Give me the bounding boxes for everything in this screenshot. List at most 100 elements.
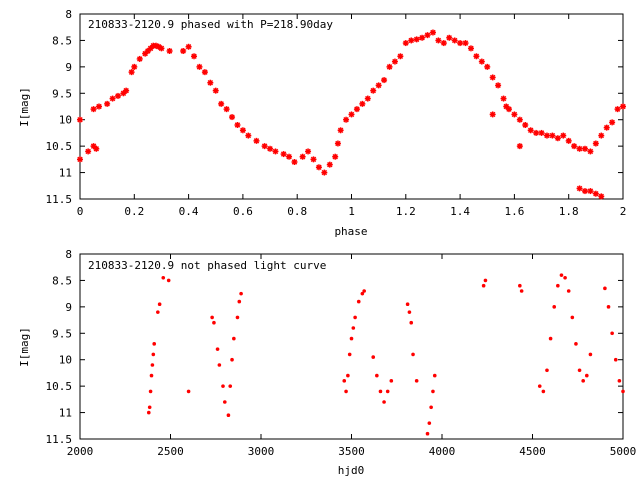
data-point [522, 122, 529, 128]
data-point [151, 352, 156, 357]
data-point [429, 405, 433, 410]
data-point [210, 315, 214, 320]
data-point [232, 336, 236, 341]
data-point [543, 132, 550, 139]
data-point [185, 43, 192, 50]
data-point [606, 305, 611, 309]
data-point [362, 289, 366, 293]
data-point [115, 92, 122, 99]
data-point [90, 106, 97, 113]
data-point [351, 326, 356, 330]
data-point [196, 63, 203, 70]
data-point [109, 95, 116, 102]
data-point [353, 315, 357, 320]
data-point [408, 37, 415, 44]
data-point [570, 315, 575, 320]
data-point [217, 363, 222, 367]
x-tick-label: 2000 [67, 445, 94, 458]
data-point [431, 389, 435, 394]
x-tick-label: 1.6 [504, 205, 524, 218]
x-tick-label: 1.4 [450, 205, 470, 218]
data-point [332, 153, 339, 160]
data-point [344, 389, 348, 394]
data-point [552, 305, 557, 309]
data-point [267, 145, 274, 152]
data-point [592, 190, 599, 197]
data-point [353, 106, 360, 113]
data-point [166, 48, 173, 54]
data-point [229, 114, 236, 121]
data-point [286, 153, 293, 160]
data-point [253, 137, 260, 144]
data-point [554, 135, 561, 142]
data-point [598, 193, 605, 200]
data-point [207, 79, 214, 86]
data-point [457, 40, 464, 47]
data-point [239, 127, 246, 134]
data-point [146, 410, 151, 415]
data-point [574, 342, 578, 346]
data-point [378, 389, 383, 394]
data-point [136, 55, 143, 62]
data-point [166, 278, 171, 283]
data-point [411, 352, 415, 357]
data-point [483, 278, 488, 283]
data-point [585, 373, 589, 378]
data-point [566, 289, 571, 293]
y-tick-label: 11.5 [46, 433, 73, 446]
data-point [385, 389, 390, 394]
data-point [620, 103, 626, 110]
data-point [478, 58, 485, 65]
data-point [123, 87, 130, 94]
x-tick-label: 0.2 [124, 205, 144, 218]
data-point [261, 143, 268, 150]
data-point [381, 77, 388, 84]
data-point [519, 289, 524, 293]
data-point [391, 58, 398, 65]
data-point [158, 45, 165, 52]
data-point [446, 34, 453, 41]
data-point [432, 373, 437, 378]
y-tick-label: 8.5 [52, 34, 72, 47]
unphased-x-axis-label: hjd0 [338, 464, 365, 477]
data-point [598, 132, 605, 139]
x-tick-label: 2 [620, 205, 627, 218]
data-point [610, 331, 614, 336]
data-point [516, 116, 523, 123]
data-point [613, 357, 618, 362]
data-point [473, 53, 480, 60]
data-point [549, 132, 556, 139]
data-point [538, 129, 545, 136]
data-point [356, 299, 361, 304]
data-point [603, 286, 607, 291]
data-point [315, 164, 322, 171]
data-point [571, 143, 578, 150]
unphased-light-curve-panel: 210833-2120.9 not phased light curve hjd… [18, 248, 636, 477]
data-point [489, 74, 496, 81]
data-point [382, 400, 386, 404]
data-point [563, 275, 567, 280]
unphased-y-axis-label: I[mag] [18, 327, 31, 367]
data-point [541, 389, 546, 394]
data-point [621, 389, 625, 394]
phased-y-axis-label: I[mag] [18, 87, 31, 127]
data-point [614, 106, 621, 113]
data-point [226, 413, 231, 418]
y-tick-label: 10 [59, 354, 72, 367]
data-point [489, 111, 496, 118]
data-point [451, 37, 458, 44]
data-point [516, 143, 523, 150]
data-point [577, 368, 582, 373]
data-point [337, 127, 344, 134]
phased-plot-title: 210833-2120.9 phased with P=218.90day [88, 18, 333, 31]
data-point [495, 82, 502, 89]
data-point [228, 384, 233, 388]
data-point [77, 116, 83, 123]
data-point [587, 148, 594, 155]
data-point [230, 357, 234, 362]
y-tick-label: 10.5 [46, 380, 73, 393]
data-point [545, 368, 549, 373]
data-point [235, 315, 240, 320]
data-point [556, 283, 560, 288]
